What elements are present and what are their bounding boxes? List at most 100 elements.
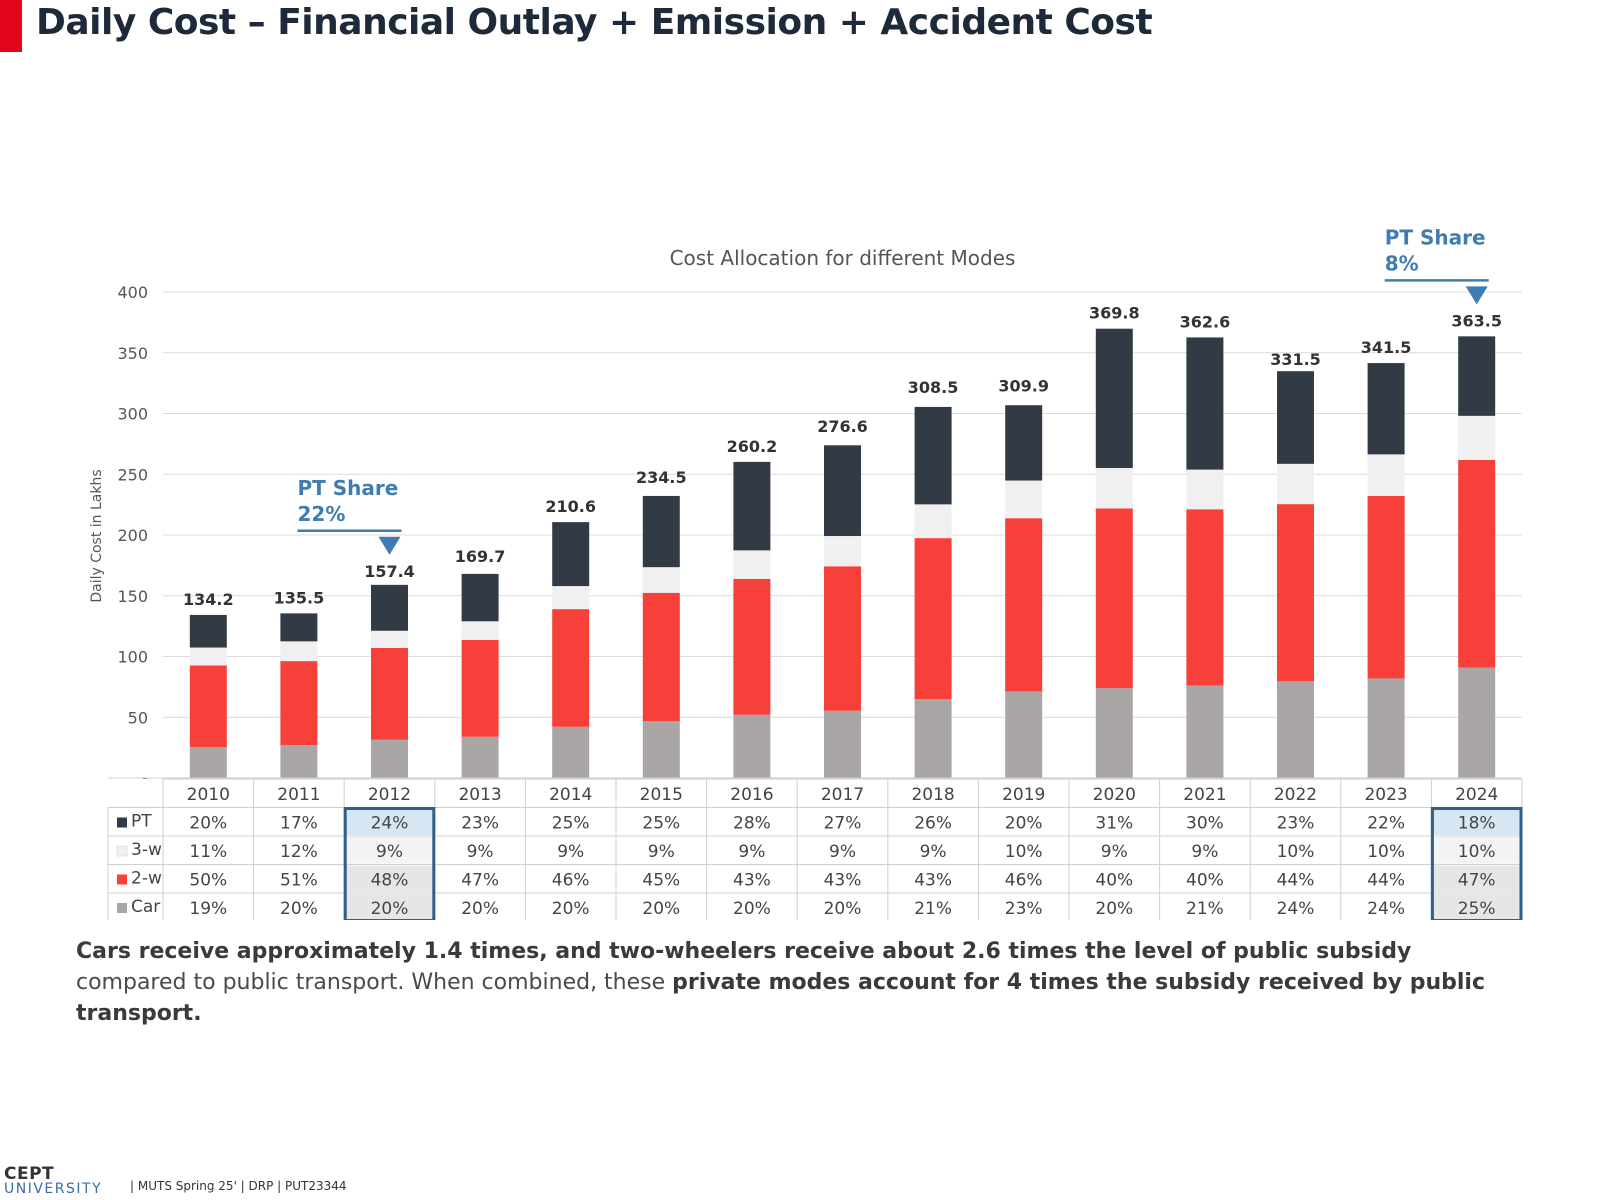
bar-segment-pt-2013 [461, 573, 499, 622]
table-cell-car-2011: 20% [280, 899, 318, 919]
bar-segment-car-2014 [552, 726, 590, 778]
table-cell-pt-2012: 24% [371, 814, 409, 834]
table-cell-pt-2015: 25% [642, 814, 680, 834]
bar-segment-pt-2023 [1367, 363, 1405, 455]
bar-segment-car-2010 [189, 747, 227, 778]
bar-segment-2w-2019 [1005, 518, 1043, 692]
pt-share-value-2012: 22% [298, 502, 346, 526]
legend-swatch-2w [117, 874, 127, 885]
cept-logo-text: CEPT [4, 1164, 55, 1184]
table-cell-pt-2024: 18% [1458, 814, 1496, 834]
bar-segment-2w-2021 [1186, 509, 1224, 686]
table-cell-car-2014: 20% [552, 899, 590, 919]
bar-segment-3w-2020 [1095, 467, 1133, 509]
x-tick-label-2016: 2016 [730, 785, 773, 805]
bar-segment-car-2019 [1005, 691, 1043, 778]
bar-segment-3w-2017 [824, 536, 861, 567]
pt-share-label-2024: PT Share [1385, 225, 1486, 249]
bar-total-label-2023: 341.5 [1361, 338, 1412, 357]
table-cell-3w-2010: 11% [189, 842, 227, 862]
y-tick-label: 200 [117, 526, 148, 545]
bar-segment-3w-2011 [280, 641, 318, 662]
bar-segment-car-2017 [824, 710, 861, 778]
table-cell-3w-2013: 9% [467, 842, 494, 862]
bar-segment-2w-2024 [1458, 460, 1496, 668]
bar-total-label-2020: 369.8 [1089, 304, 1140, 323]
bar-total-label-2024: 363.5 [1451, 311, 1502, 330]
table-cell-3w-2023: 10% [1367, 842, 1405, 862]
table-cell-2w-2013: 47% [461, 871, 499, 891]
highlight-box-2024 [1430, 807, 1523, 920]
highlight-cell-2012 [345, 894, 434, 920]
table-cell-pt-2018: 26% [914, 814, 952, 834]
table-cell-car-2018: 21% [914, 899, 952, 919]
table-cell-car-2016: 20% [733, 899, 771, 919]
table-cell-pt-2022: 23% [1277, 814, 1315, 834]
table-cell-3w-2017: 9% [829, 842, 856, 862]
x-tick-label-2013: 2013 [458, 785, 501, 805]
table-cell-3w-2020: 9% [1101, 842, 1128, 862]
bar-segment-car-2011 [280, 745, 318, 778]
bar-total-label-2022: 331.5 [1270, 350, 1321, 369]
bar-segment-3w-2019 [1005, 480, 1043, 519]
bar-segment-3w-2010 [189, 647, 227, 666]
bar-segment-3w-2015 [642, 567, 680, 593]
legend-swatch-3w [116, 845, 128, 857]
bar-total-label-2011: 135.5 [274, 588, 325, 607]
summary-text: Cars receive approximately 1.4 times, an… [76, 936, 1516, 1029]
bar-total-label-2012: 157.4 [364, 562, 415, 581]
bar-segment-2w-2011 [280, 661, 318, 746]
bar-segment-3w-2013 [461, 621, 499, 640]
table-cell-2w-2019: 46% [1005, 871, 1043, 891]
table-cell-3w-2021: 9% [1191, 842, 1218, 862]
bar-segment-car-2012 [371, 739, 408, 778]
x-tick-label-2010: 2010 [187, 785, 230, 805]
table-cell-car-2023: 24% [1367, 899, 1405, 919]
bar-segment-2w-2014 [552, 609, 590, 727]
x-tick-label-2022: 2022 [1274, 785, 1317, 805]
x-tick-label-2023: 2023 [1364, 785, 1407, 805]
university-logo-text: UNIVERSITY [4, 1181, 103, 1197]
bar-segment-car-2018 [914, 699, 952, 778]
pt-share-arrow-2024 [1465, 286, 1488, 305]
table-cell-pt-2019: 20% [1005, 814, 1043, 834]
bar-segment-2w-2020 [1095, 508, 1133, 689]
bar-segment-pt-2024 [1458, 336, 1496, 416]
bar-segment-3w-2018 [914, 504, 952, 539]
summary-bold-2: private modes account for 4 times the su… [76, 970, 1486, 1026]
bar-segment-2w-2022 [1277, 504, 1314, 682]
bar-segment-car-2024 [1458, 667, 1496, 778]
bar-segment-pt-2016 [733, 461, 771, 551]
table-cell-2w-2020: 40% [1095, 871, 1133, 891]
bar-segment-2w-2017 [824, 566, 861, 711]
table-cell-pt-2011: 17% [280, 814, 318, 834]
highlight-cell-2024 [1432, 894, 1521, 920]
pt-share-arrow-2012 [378, 536, 401, 555]
bar-segment-3w-2016 [733, 550, 771, 579]
legend-label-pt: PT [131, 812, 152, 832]
title-accent-bar [0, 0, 22, 52]
bar-segment-2w-2015 [642, 592, 680, 722]
bar-segment-3w-2012 [371, 630, 408, 648]
bar-segment-pt-2020 [1095, 328, 1133, 468]
pt-share-label-2012: PT Share [298, 476, 399, 500]
y-tick-label: 400 [117, 283, 148, 302]
x-tick-label-2020: 2020 [1093, 785, 1136, 805]
x-tick-label-2011: 2011 [277, 785, 320, 805]
table-cell-pt-2021: 30% [1186, 814, 1224, 834]
bar-total-label-2014: 210.6 [545, 497, 596, 516]
table-cell-2w-2011: 51% [280, 871, 318, 891]
bar-segment-3w-2023 [1367, 454, 1405, 496]
legend-swatch-pt [117, 817, 127, 828]
table-cell-pt-2023: 22% [1367, 814, 1405, 834]
bar-segment-2w-2016 [733, 578, 771, 715]
table-cell-3w-2014: 9% [557, 842, 584, 862]
highlight-cell-2024 [1432, 837, 1521, 864]
bar-total-label-2021: 362.6 [1180, 312, 1231, 331]
table-cell-car-2010: 19% [189, 899, 227, 919]
table-cell-2w-2023: 44% [1367, 871, 1405, 891]
bar-segment-car-2021 [1186, 685, 1224, 778]
y-tick-label: 100 [117, 648, 148, 667]
footer-course-info: | MUTS Spring 25' | DRP | PUT23344 [130, 1179, 347, 1193]
table-cell-pt-2017: 27% [824, 814, 862, 834]
